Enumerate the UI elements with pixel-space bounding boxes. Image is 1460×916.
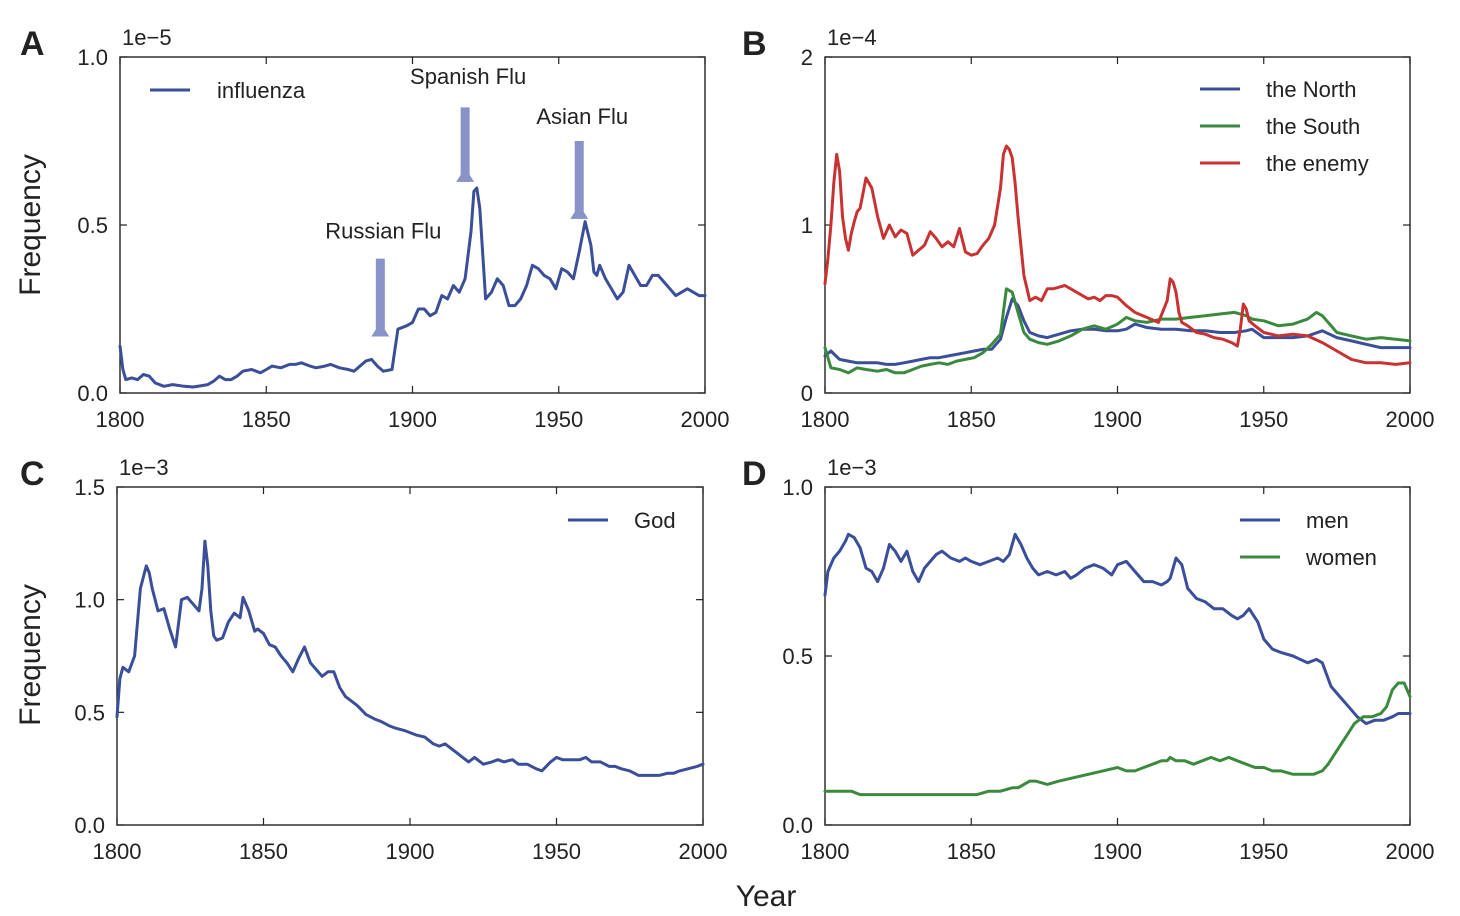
annotation-arrow-head — [570, 204, 589, 219]
y-tick-label: 0.5 — [74, 700, 105, 725]
series-line-the-enemy — [823, 144, 1412, 366]
panel-letter: B — [742, 25, 767, 63]
panel-c: 1800 1850 1900 1950 2000 0.0 0.5 1.0 1.5 1e−3 C God — [20, 455, 727, 864]
y-tick-label: 0.0 — [77, 381, 108, 406]
y-tick-label: 0.0 — [74, 813, 105, 838]
x-tick-label: 1850 — [947, 839, 996, 864]
series-line-women — [823, 681, 1412, 797]
legend-label: God — [634, 508, 676, 533]
x-tick-label: 2000 — [679, 839, 728, 864]
x-tick-label: 1900 — [386, 839, 435, 864]
y-tick-label: 1.0 — [77, 45, 108, 70]
legend-label: the enemy — [1266, 151, 1369, 176]
legend-label: the North — [1266, 77, 1357, 102]
legend-label: women — [1305, 545, 1377, 570]
x-tick-label: 1950 — [1239, 407, 1288, 432]
x-tick-label: 1900 — [1093, 839, 1142, 864]
y-axis-title-bottom: Frequency — [14, 584, 47, 726]
plot-frame — [824, 486, 1411, 826]
y-tick-label: 1 — [801, 213, 813, 238]
legend-label: the South — [1266, 114, 1360, 139]
y-axis-title-top: Frequency — [14, 154, 47, 296]
scale-exponent-label: 1e−4 — [827, 25, 877, 50]
series-line-the-north — [823, 297, 1412, 366]
y-tick-label: 1.0 — [782, 475, 813, 500]
x-axis-title: Year — [736, 880, 797, 913]
y-tick-label: 1.0 — [74, 588, 105, 613]
annotation-arrow-head — [371, 322, 390, 337]
x-tick-label: 2000 — [681, 407, 730, 432]
plot-frame — [116, 486, 704, 826]
legend-label: men — [1306, 508, 1349, 533]
panel-letter: C — [20, 455, 45, 493]
panel-letter: D — [742, 455, 767, 493]
x-tick-label: 1800 — [801, 839, 850, 864]
x-tick-label: 1800 — [93, 839, 142, 864]
panel-letter: A — [20, 25, 45, 63]
annotation-label: Russian Flu — [325, 218, 441, 243]
x-tick-label: 1950 — [532, 839, 581, 864]
x-tick-label: 1800 — [801, 407, 850, 432]
x-tick-label: 1850 — [242, 407, 291, 432]
y-tick-label: 0 — [801, 381, 813, 406]
panel-a: 1800 1850 1900 1950 2000 0.0 0.5 1.0 1e−5 A Russia… — [20, 25, 729, 432]
y-tick-label: 0.0 — [782, 813, 813, 838]
annotation-arrow-head — [456, 167, 475, 182]
scale-exponent-label: 1e−3 — [119, 455, 169, 480]
scale-exponent-label: 1e−5 — [122, 25, 172, 50]
annotation-label: Spanish Flu — [410, 64, 526, 89]
x-tick-label: 1900 — [388, 407, 437, 432]
x-tick-label: 1950 — [534, 407, 583, 432]
series-line-men — [823, 532, 1412, 726]
series-line-god — [115, 539, 705, 777]
x-tick-label: 2000 — [1386, 839, 1435, 864]
y-tick-label: 1.5 — [74, 475, 105, 500]
x-tick-label: 1800 — [96, 407, 145, 432]
x-tick-label: 2000 — [1386, 407, 1435, 432]
legend-label: influenza — [217, 78, 306, 103]
series-line-influenza — [118, 186, 707, 389]
x-tick-label: 1850 — [947, 407, 996, 432]
x-tick-label: 1950 — [1239, 839, 1288, 864]
x-tick-label: 1900 — [1093, 407, 1142, 432]
series-line-the-south — [823, 287, 1412, 375]
scale-exponent-label: 1e−3 — [827, 455, 877, 480]
x-tick-label: 1850 — [239, 839, 288, 864]
y-tick-label: 0.5 — [77, 213, 108, 238]
y-tick-label: 0.5 — [782, 644, 813, 669]
annotation-label: Asian Flu — [536, 104, 628, 129]
y-tick-label: 2 — [801, 45, 813, 70]
